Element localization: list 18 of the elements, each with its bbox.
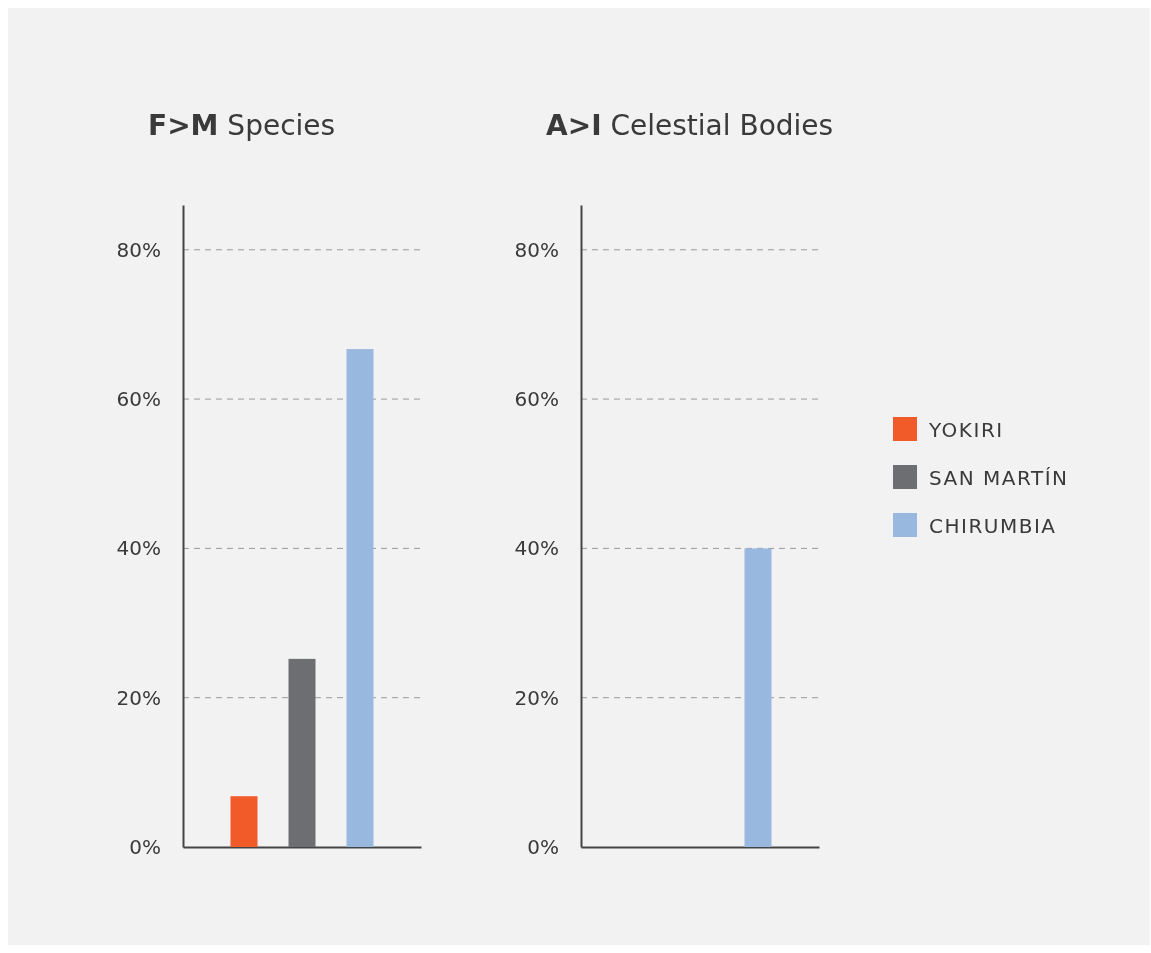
legend-label: SAN MARTÍN (929, 466, 1069, 490)
bar (346, 349, 374, 847)
legend-label: CHIRUMBIA (929, 514, 1057, 538)
y-tick-label: 60% (514, 386, 559, 411)
y-tick-label: 20% (116, 685, 161, 710)
y-tick-label: 80% (116, 237, 161, 262)
y-tick-label: 20% (514, 685, 559, 710)
y-tick-label: 60% (116, 386, 161, 411)
y-tick-label: 0% (129, 834, 161, 859)
bar (230, 796, 258, 847)
chart-title: A>I Celestial Bodies (546, 109, 834, 142)
y-tick-label: 40% (514, 536, 559, 561)
bar (288, 658, 316, 847)
y-tick-label: 0% (527, 834, 559, 859)
chart-title: F>M Species (148, 109, 336, 142)
y-tick-label: 40% (116, 536, 161, 561)
y-tick-label: 80% (514, 237, 559, 262)
legend-label: YOKIRI (928, 418, 1004, 442)
